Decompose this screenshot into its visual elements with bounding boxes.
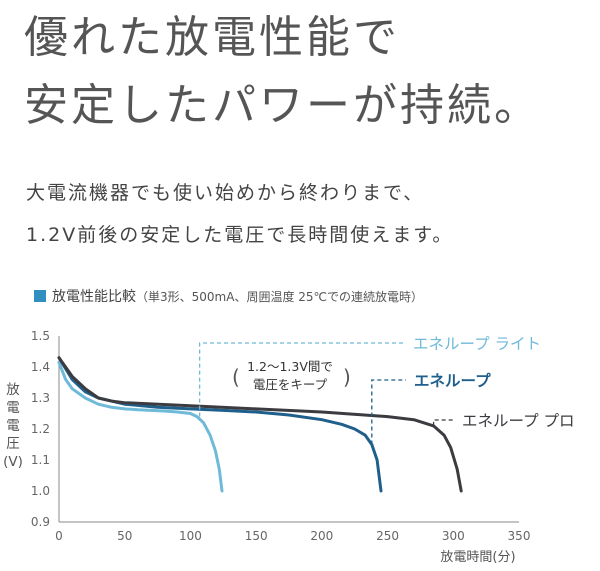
y-tick-label: 1.1 bbox=[31, 453, 50, 467]
y-tick-label: 1.2 bbox=[31, 422, 50, 436]
y-axis-label-char: 放 bbox=[6, 382, 20, 398]
square-bullet-icon bbox=[34, 290, 46, 302]
x-tick-label: 100 bbox=[179, 529, 202, 543]
description-line-1: 大電流機器でも使い始めから終わりまで、 bbox=[26, 182, 425, 204]
y-tick-label: 0.9 bbox=[31, 515, 50, 529]
headline: 優れた放電性能で 安定したパワーが持続。 bbox=[24, 4, 541, 140]
legend-leader-line bbox=[371, 379, 406, 445]
chart-subtitle: （単3形、500mA、周囲温度 25℃での連続放電時） bbox=[136, 290, 423, 304]
annotation: ( ) 1.2〜1.3V間で 電圧をキープ bbox=[232, 359, 351, 392]
annotation-line-1: 1.2〜1.3V間で bbox=[247, 359, 333, 374]
x-tick-label: 50 bbox=[117, 529, 132, 543]
annotation-bracket-left: ( bbox=[232, 365, 240, 389]
x-tick-label: 300 bbox=[442, 529, 465, 543]
legend-leader-line bbox=[432, 419, 455, 426]
chart-title-text: 放電性能比較 bbox=[52, 289, 136, 305]
headline-line-2: 安定したパワーが持続。 bbox=[24, 80, 541, 131]
y-tick-label: 1.0 bbox=[31, 484, 50, 498]
series-label: エネループ bbox=[414, 371, 491, 390]
headline-line-1: 優れた放電性能で bbox=[24, 12, 400, 63]
y-tick-labels: 1.5 1.4 1.3 1.2 1.1 1.0 0.9 bbox=[31, 329, 50, 529]
y-axis-label-char: (V) bbox=[3, 454, 23, 470]
series-label: エネループ プロ bbox=[462, 412, 575, 430]
description-line-2: 1.2V前後の安定した電圧で長時間使えます。 bbox=[26, 224, 454, 246]
x-tick-label: 250 bbox=[376, 529, 399, 543]
x-tick-label: 150 bbox=[245, 529, 268, 543]
series-label: エネループ ライト bbox=[413, 335, 541, 353]
series-line bbox=[57, 356, 463, 493]
y-tick-label: 1.4 bbox=[31, 360, 50, 374]
y-axis-label-char: 電 bbox=[6, 400, 20, 416]
series-lines bbox=[57, 356, 463, 493]
x-tick-label: 350 bbox=[508, 529, 531, 543]
y-tick-label: 1.5 bbox=[31, 329, 50, 343]
y-tick-label: 1.3 bbox=[31, 391, 50, 405]
x-tick-label: 0 bbox=[55, 529, 63, 543]
chart-title: 放電性能比較（単3形、500mA、周囲温度 25℃での連続放電時） bbox=[34, 286, 423, 306]
legend-leader-line bbox=[198, 342, 405, 417]
legend-leaders bbox=[198, 342, 455, 445]
x-tick-label: 200 bbox=[310, 529, 333, 543]
series-line bbox=[57, 360, 224, 493]
annotation-line-2: 電圧をキープ bbox=[253, 377, 328, 392]
description: 大電流機器でも使い始めから終わりまで、 1.2V前後の安定した電圧で長時間使えま… bbox=[26, 172, 453, 256]
chart-axes bbox=[58, 336, 519, 523]
y-axis-label-char: 電 bbox=[6, 418, 20, 434]
annotation-bracket-right: ) bbox=[343, 365, 351, 389]
x-tick-labels: 0 50 100 150 200 250 300 350 bbox=[55, 529, 530, 543]
y-axis-label-char: 圧 bbox=[6, 436, 20, 452]
x-axis-label: 放電時間(分) bbox=[440, 550, 515, 565]
